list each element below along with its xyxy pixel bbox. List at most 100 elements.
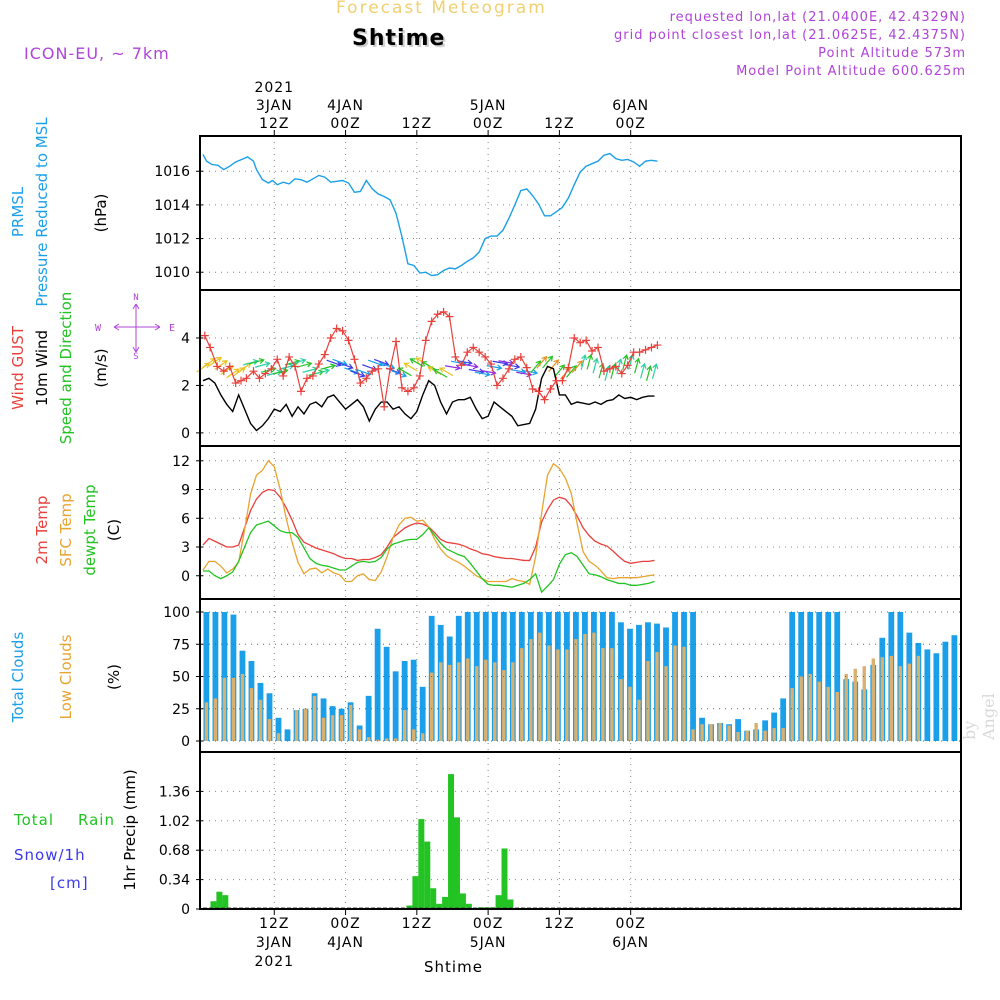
low-cloud-bar (646, 661, 650, 741)
gust-marker (463, 348, 472, 357)
wind-direction-arrow (565, 365, 577, 378)
gust-marker (641, 345, 650, 354)
total-cloud-bar (401, 661, 408, 741)
wind-direction-arrow (338, 362, 353, 369)
low-cloud-bar (700, 724, 704, 741)
gust-marker (516, 352, 525, 361)
compass-arrows-icon (113, 303, 161, 353)
wind-direction-arrow (433, 369, 448, 378)
wind-direction-arrow (586, 354, 592, 370)
rain-bar (412, 876, 419, 909)
low-cloud-bar (745, 730, 749, 741)
gust-marker (392, 337, 401, 346)
requested-coords: requested lon,lat (21.0400E, 42.4329N) (669, 10, 966, 25)
panel-frame (199, 135, 962, 291)
low-cloud-bar (772, 728, 776, 741)
wind-direction-arrowhead (409, 358, 416, 364)
gust-marker (528, 384, 537, 393)
wind-direction-arrowhead (532, 369, 539, 376)
wind-tick-label: 2 (181, 378, 190, 394)
low-cloud-bar (601, 648, 605, 741)
total-cloud-bar (789, 612, 796, 741)
wind-direction-arrowhead (592, 357, 599, 364)
wind-direction-arrow (622, 355, 628, 370)
wind-direction-arrowhead (466, 359, 473, 366)
total-cloud-bar (392, 671, 399, 741)
wind-direction-arrowhead (258, 357, 265, 364)
bottom-time-label: 2021 (254, 954, 294, 970)
total-cloud-bar (221, 612, 228, 741)
bottom-time-label: 12Z (544, 916, 574, 932)
low-cloud-bar (457, 662, 461, 741)
wind-gust-label: Wind GUST (9, 325, 27, 410)
low-cloud-bar (718, 722, 722, 741)
total-cloud-bar (374, 628, 381, 741)
low-cloud-bar (204, 702, 209, 741)
gust-marker (403, 387, 412, 396)
temp-tick-label: 6 (181, 511, 190, 527)
precip-tick-label: 1.36 (159, 784, 190, 800)
wind-direction-arrowhead (622, 354, 629, 361)
point-altitude: Point Altitude 573m (818, 46, 966, 61)
top-time-label: 6JAN (612, 98, 649, 114)
low-cloud-bar (366, 737, 371, 741)
low-cloud-bar (538, 632, 542, 741)
total-cloud-bar (636, 624, 642, 741)
wind-direction-arrow (208, 357, 222, 367)
low-cloud-bar (556, 649, 560, 741)
temp-tick-label: 3 (181, 540, 190, 556)
gust-marker (451, 352, 460, 361)
gust-marker (588, 347, 597, 356)
wind-direction-arrowhead (427, 366, 434, 372)
low-cloud-bar (763, 730, 767, 741)
temp-unit-label: (C) (105, 519, 123, 541)
cloud-tick-label: 100 (163, 605, 190, 621)
gust-marker (308, 371, 317, 380)
wind-direction-arrow (296, 362, 312, 368)
gust-marker (261, 369, 270, 378)
top-time-label: 00Z (615, 116, 645, 132)
low-cloud-bar (610, 648, 614, 741)
gust-marker (427, 317, 436, 326)
wind-direction-arrow (362, 364, 377, 371)
wind-direction-arrowhead (294, 358, 301, 365)
wind-direction-arrow (474, 371, 490, 376)
rain-bar (459, 893, 466, 909)
low-cloud-bar (916, 655, 921, 741)
low-cloud-bar (673, 645, 677, 741)
top-time-label: 4JAN (327, 98, 364, 114)
low-cloud-bar (736, 731, 740, 741)
precip-tick-label: 0.68 (159, 843, 190, 859)
top-time-label: 12Z (402, 116, 432, 132)
cloud-tick-label: 0 (181, 734, 190, 750)
low-cloud-bar (213, 698, 218, 741)
low-cloud-bar (520, 648, 524, 741)
low-cloud-bar (448, 664, 452, 741)
low-cloud-bar (348, 704, 353, 741)
low-cloud-bar (889, 655, 894, 741)
gust-marker (356, 379, 365, 388)
grid-point-coords: grid point closest lon,lat (21.0625E, 42… (614, 28, 966, 43)
bottom-time-label: 00Z (473, 916, 503, 932)
wind-direction-arrowhead (210, 358, 217, 364)
low-cloud-bar (727, 725, 731, 741)
gust-marker (576, 338, 585, 347)
gust-marker (409, 383, 418, 392)
rain-bar (406, 905, 413, 909)
wind-tick-label: 4 (181, 331, 190, 347)
gust-marker (510, 355, 519, 364)
low-cloud-bar (844, 673, 848, 741)
gust-marker (558, 376, 567, 385)
wind-direction-arrowhead (634, 357, 641, 364)
gust-marker (380, 402, 389, 411)
total-cloud-bar (275, 717, 282, 741)
low-cloud-bar (312, 695, 317, 741)
rain-bar (222, 895, 229, 909)
low-cloud-bar (240, 673, 245, 741)
gust-marker (605, 364, 614, 373)
wind-direction-arrow (468, 368, 484, 373)
rain-bar (465, 903, 472, 909)
gust-marker (314, 360, 323, 369)
location-title: Shtime (352, 26, 446, 51)
wind-direction-arrow (444, 365, 460, 369)
